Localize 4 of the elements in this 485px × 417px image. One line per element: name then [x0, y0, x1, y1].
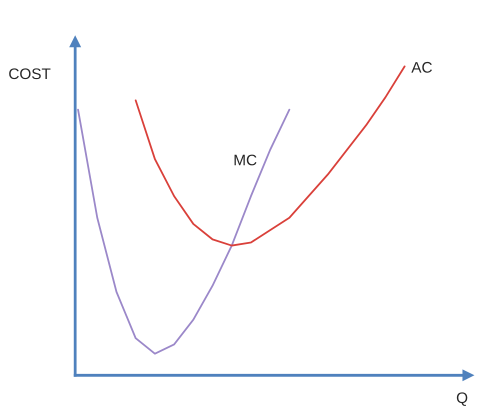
series-label: MC [234, 154, 256, 166]
y-axis-title: COST [9, 68, 50, 80]
x-axis-title: Q [456, 392, 468, 406]
series-label: AC [411, 62, 432, 73]
